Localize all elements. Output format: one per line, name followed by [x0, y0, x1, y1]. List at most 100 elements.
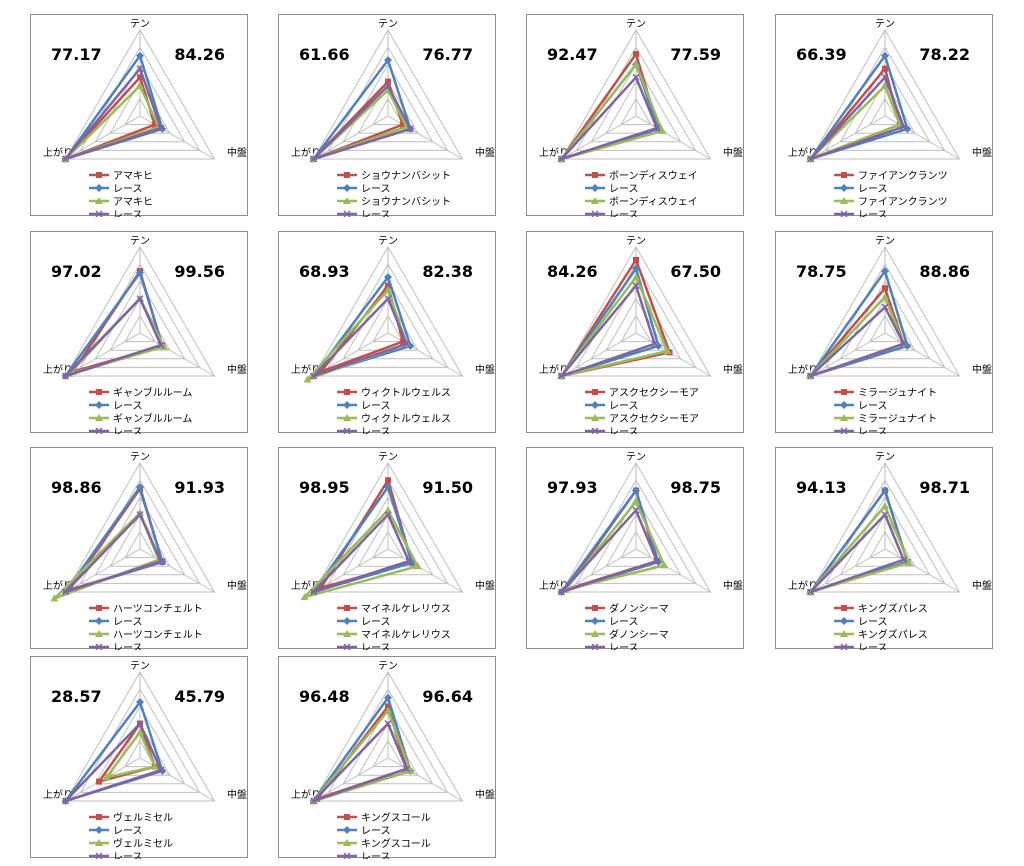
legend-label: キングスコール: [361, 811, 431, 824]
score-right: 77.59: [670, 45, 721, 64]
axis-label: テン: [626, 236, 646, 247]
series-point: [157, 341, 165, 349]
grid-ring: [869, 314, 901, 343]
grid-ring: [809, 245, 961, 377]
axis-label: 中盤: [475, 146, 495, 159]
grid-ring: [620, 530, 652, 559]
legend-marker: [840, 427, 848, 434]
series-point: [309, 155, 318, 163]
series-point: [399, 121, 406, 128]
grid-ring: [312, 245, 464, 377]
series-point: [385, 78, 391, 85]
grid-ring: [372, 314, 404, 343]
series-point: [150, 762, 159, 770]
series-point: [300, 593, 309, 601]
axis-label: 中盤: [227, 579, 247, 592]
legend-marker: [95, 401, 103, 409]
legend-label: アマキヒ: [113, 170, 153, 182]
series-point: [653, 557, 661, 565]
series-point: [309, 588, 318, 596]
series-point: [632, 506, 640, 514]
legend-marker: [344, 172, 350, 178]
legend-marker: [343, 826, 351, 834]
radar-chart-panel: テン 中盤 上がり ギャンブルルーム レース ギャンブルルーム レース 97.02 99.56: [30, 231, 248, 434]
legend-label: ダノンシーマ: [609, 628, 669, 641]
axis-label: テン: [378, 452, 398, 463]
legend-marker: [343, 839, 351, 846]
legend-marker: [591, 414, 599, 421]
series-line: [807, 268, 909, 379]
axis-label: 中盤: [972, 579, 992, 592]
axis-label: テン: [130, 19, 150, 30]
series-line: [310, 484, 414, 595]
legend-marker: [96, 605, 102, 611]
axis-spoke: [313, 757, 389, 802]
series-line: [809, 74, 906, 161]
series-point: [157, 557, 165, 565]
radar-chart-panel: テン 中盤 上がり ヴェルミセル レース ヴェルミセル レース 28.57 45.79: [30, 656, 248, 859]
series-point: [406, 125, 414, 133]
series-point: [882, 65, 888, 72]
axis-spoke: [139, 115, 215, 160]
series-point: [384, 82, 392, 90]
legend-marker: [95, 852, 103, 859]
legend-marker: [591, 184, 599, 192]
score-right: 84.26: [174, 45, 225, 64]
legend-marker: [95, 826, 103, 834]
series-line: [558, 274, 670, 379]
legend-label: キングズパレス: [858, 602, 928, 615]
legend-marker: [591, 401, 599, 409]
axis-spoke: [810, 115, 886, 160]
axis-label: 中盤: [475, 579, 495, 592]
series-point: [653, 124, 661, 132]
series-point: [384, 511, 392, 519]
series-line: [312, 83, 413, 161]
series-point: [660, 561, 669, 569]
legend-label: レース: [609, 427, 639, 434]
series-line: [558, 61, 664, 162]
legend-marker: [343, 630, 351, 637]
series-point: [136, 51, 144, 60]
legend-label: レース: [858, 643, 888, 650]
series-point: [881, 267, 889, 276]
grid-ring: [312, 670, 464, 802]
legend-label: ボーンディスウェイ: [609, 195, 698, 208]
series-point: [557, 155, 566, 163]
score-right: 88.86: [919, 262, 970, 281]
legend-marker: [840, 210, 848, 217]
score-left: 61.66: [299, 45, 350, 64]
radar-chart-panel: テン 中盤 上がり ファイアンクランツ レース ファイアンクランツ レース 66.39 78.2…: [775, 14, 993, 217]
series-point: [102, 773, 111, 781]
series-point: [309, 372, 318, 380]
series-line: [300, 508, 420, 600]
series-point: [399, 338, 406, 345]
legend-marker: [343, 414, 351, 421]
series-point: [137, 74, 143, 81]
grid-ring: [312, 461, 464, 593]
score-right: 91.93: [174, 478, 225, 497]
grid-ring: [620, 314, 652, 343]
legend-label: レース: [113, 617, 143, 628]
legend-marker: [96, 172, 102, 178]
series-point: [96, 778, 103, 785]
legend-marker: [95, 839, 103, 846]
axis-label: テン: [130, 661, 150, 672]
legend-label: ヴェルミセル: [113, 837, 173, 850]
legend-label: レース: [361, 643, 391, 650]
legend-label: レース: [361, 852, 391, 859]
legend-label: アスクセクシーモア: [609, 413, 699, 425]
score-left: 96.48: [299, 687, 350, 706]
legend-marker: [591, 210, 599, 217]
legend-marker: [96, 389, 102, 395]
score-right: 98.75: [670, 478, 721, 497]
radar-chart-panel: テン 中盤 上がり キングズパレス レース キングズパレス レース 94.13 98.71: [775, 447, 993, 650]
legend-label: ダノンシーマ: [609, 602, 669, 615]
series-point: [384, 693, 392, 702]
axis-spoke: [635, 332, 711, 377]
series-point: [663, 347, 672, 355]
